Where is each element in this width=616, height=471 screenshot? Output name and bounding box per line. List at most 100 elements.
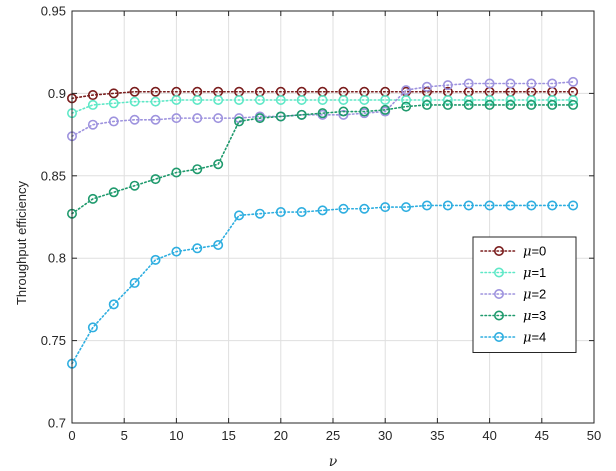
data-point (401, 85, 412, 96)
x-tick-label: 10 (169, 428, 183, 443)
legend-marker (493, 331, 504, 342)
data-point (275, 111, 286, 122)
data-point (463, 99, 474, 110)
data-point (129, 180, 140, 191)
data-point (296, 94, 307, 105)
x-axis-label: ν (329, 454, 338, 470)
data-point (192, 94, 203, 105)
ticks: 0 5 10 15 20 25 30 35 40 45 50 0.7 0.75 0.8 0.85 0.9 0.9… (41, 4, 602, 444)
data-point (526, 99, 537, 110)
series-line (71, 104, 574, 215)
data-point (526, 200, 537, 211)
data-point (463, 94, 474, 105)
data-point (87, 193, 98, 204)
y-tick-label: 0.85 (41, 168, 66, 183)
data-point (442, 80, 453, 91)
data-point (359, 94, 370, 105)
x-tick-label: 30 (378, 428, 392, 443)
data-point (568, 76, 579, 87)
data-point (87, 90, 98, 101)
data-point (108, 116, 119, 127)
data-point (192, 113, 203, 124)
data-point (505, 78, 516, 89)
data-point (192, 243, 203, 254)
y-tick-label: 0.7 (48, 416, 66, 431)
data-point (317, 108, 328, 119)
data-point (129, 96, 140, 107)
data-point (296, 207, 307, 218)
series-4 (67, 200, 579, 369)
data-point (380, 104, 391, 115)
y-axis-label: Throughput efficiency (14, 180, 29, 305)
series-layer (67, 76, 579, 369)
series-3 (67, 99, 579, 219)
data-point (338, 203, 349, 214)
data-point (568, 200, 579, 211)
y-tick-label: 0.95 (41, 4, 66, 19)
x-tick-label: 50 (587, 428, 601, 443)
data-point (359, 203, 370, 214)
data-point (150, 174, 161, 185)
legend-label: μ=4 (523, 330, 546, 346)
data-point (484, 94, 495, 105)
data-point (401, 101, 412, 112)
data-point (150, 96, 161, 107)
data-point (338, 109, 349, 120)
data-point (213, 94, 224, 105)
data-point (171, 246, 182, 257)
data-point (171, 113, 182, 124)
data-point (526, 78, 537, 89)
x-tick-label: 45 (535, 428, 549, 443)
y-tick-label: 0.75 (41, 333, 66, 348)
series-line (71, 90, 574, 100)
data-point (150, 86, 161, 97)
data-point (150, 254, 161, 265)
data-point (171, 94, 182, 105)
legend-marker (493, 246, 504, 257)
series-line (71, 204, 574, 365)
data-point (463, 78, 474, 89)
legend-label: μ=3 (523, 308, 546, 324)
x-tick-label: 35 (430, 428, 444, 443)
data-point (338, 106, 349, 117)
x-tick-label: 40 (482, 428, 496, 443)
legend: μ=0 μ=1 μ=2 μ=3 μ=4 (472, 236, 577, 353)
x-tick-label: 20 (274, 428, 288, 443)
data-point (275, 94, 286, 105)
data-point (129, 86, 140, 97)
data-point (87, 99, 98, 110)
data-point (547, 200, 558, 211)
data-point (254, 208, 265, 219)
y-tick-label: 0.9 (48, 86, 66, 101)
data-point (234, 113, 245, 124)
data-point (484, 99, 495, 110)
data-point (547, 78, 558, 89)
data-point (87, 322, 98, 333)
data-point (213, 240, 224, 251)
data-point (87, 119, 98, 130)
data-point (568, 99, 579, 110)
data-point (442, 200, 453, 211)
data-point (213, 159, 224, 170)
data-point (484, 200, 495, 211)
data-point (442, 99, 453, 110)
data-point (129, 114, 140, 125)
data-point (421, 99, 432, 110)
legend-label: μ=1 (523, 265, 546, 281)
data-point (108, 187, 119, 198)
data-point (568, 94, 579, 105)
data-point (129, 277, 140, 288)
data-point (421, 81, 432, 92)
data-point (234, 116, 245, 127)
data-point (213, 113, 224, 124)
x-tick-label: 5 (121, 428, 128, 443)
data-point (254, 94, 265, 105)
data-point (108, 88, 119, 99)
data-point (401, 202, 412, 213)
data-point (234, 210, 245, 221)
data-point (463, 200, 474, 211)
data-point (275, 207, 286, 218)
legend-marker (493, 267, 504, 278)
